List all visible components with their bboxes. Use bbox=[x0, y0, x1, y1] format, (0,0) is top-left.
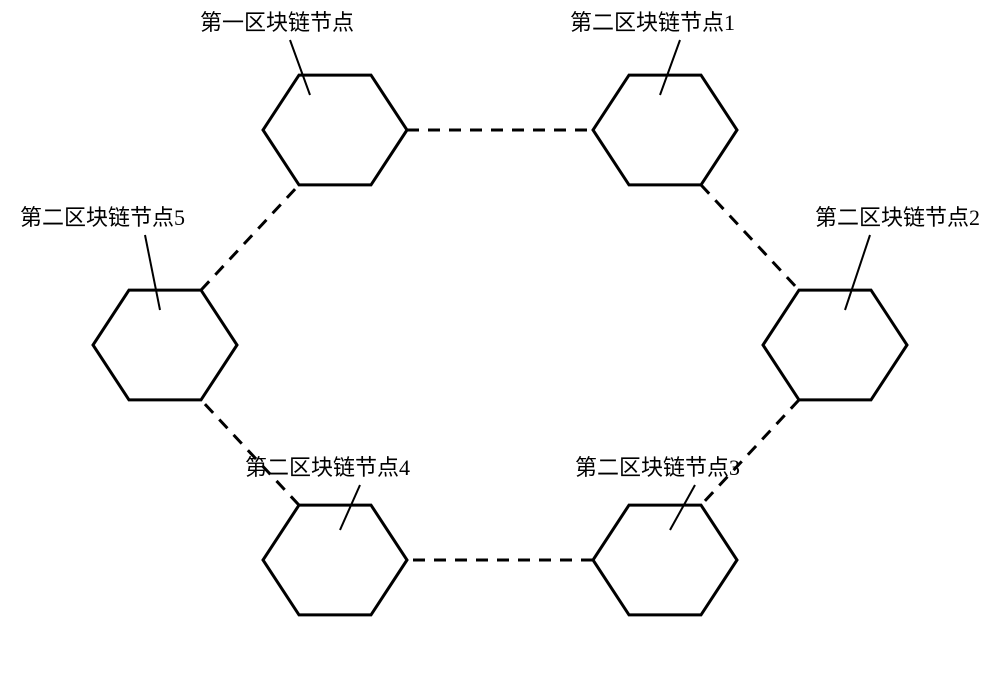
leader-line bbox=[845, 235, 870, 310]
edge bbox=[201, 185, 299, 290]
node-label: 第二区块链节点1 bbox=[570, 10, 735, 35]
hexagon-node bbox=[763, 290, 907, 400]
hexagon-node bbox=[593, 75, 737, 185]
node-label: 第二区块链节点4 bbox=[245, 455, 410, 480]
edge bbox=[201, 400, 299, 505]
nodes-layer bbox=[93, 75, 907, 615]
node-label: 第二区块链节点5 bbox=[20, 205, 185, 230]
edge bbox=[701, 185, 799, 290]
leader-line bbox=[670, 485, 695, 530]
edge bbox=[701, 400, 799, 505]
hexagon-node bbox=[93, 290, 237, 400]
leader-line bbox=[145, 235, 160, 310]
node-label: 第二区块链节点3 bbox=[575, 455, 740, 480]
hexagon-node bbox=[593, 505, 737, 615]
blockchain-ring-diagram: 第一区块链节点 第二区块链节点1 第二区块链节点2 第二区块链节点3 第二区块链节点4 第… bbox=[0, 0, 1000, 687]
node-label: 第一区块链节点 bbox=[200, 10, 354, 35]
edges-layer bbox=[201, 130, 799, 560]
leader-line bbox=[660, 40, 680, 95]
hexagon-node bbox=[263, 505, 407, 615]
labels-layer: 第一区块链节点 第二区块链节点1 第二区块链节点2 第二区块链节点3 第二区块链节点4 第… bbox=[20, 10, 980, 530]
leader-line bbox=[340, 485, 360, 530]
node-label: 第二区块链节点2 bbox=[815, 205, 980, 230]
hexagon-node bbox=[263, 75, 407, 185]
